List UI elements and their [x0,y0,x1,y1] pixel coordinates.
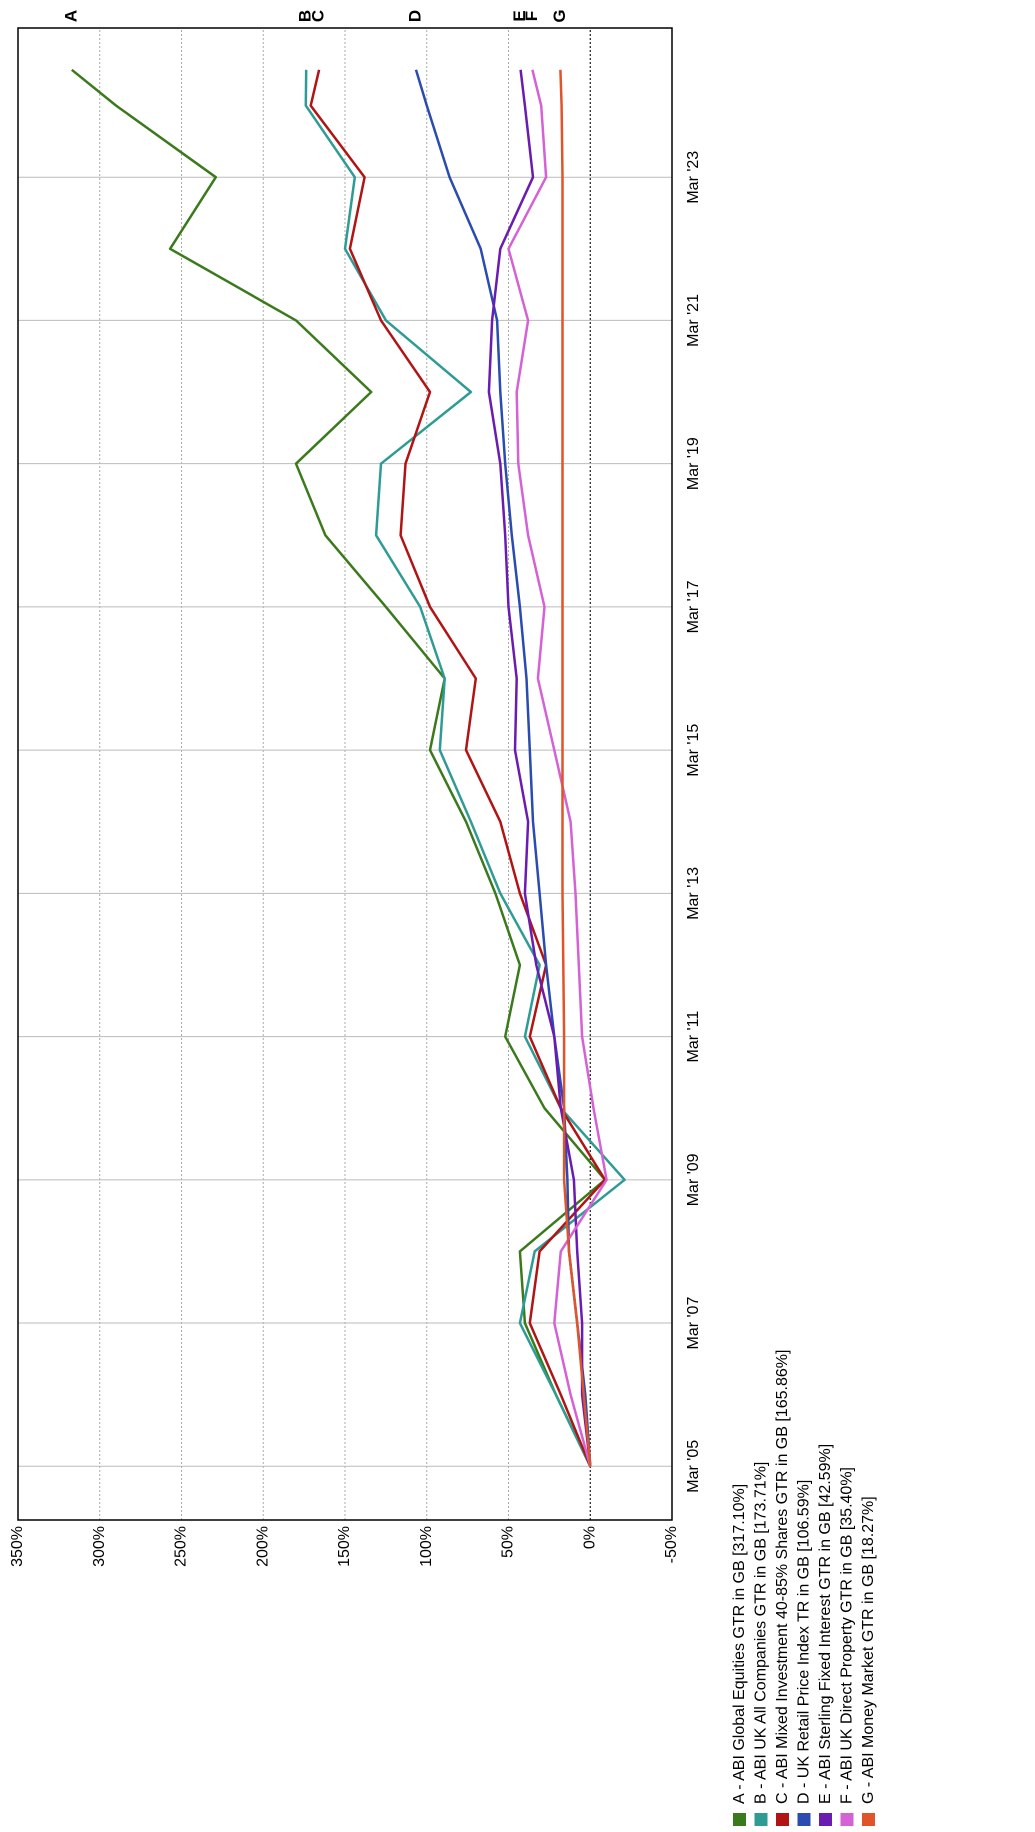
end-label: A [61,10,80,22]
legend-label: E - ABI Sterling Fixed Interest GTR in G… [817,1444,834,1804]
y-tick-label: 150% [336,1526,353,1567]
legend-swatch [776,1813,789,1826]
x-tick-label: Mar '13 [685,867,702,920]
legend-swatch [754,1813,768,1826]
y-tick-label: 100% [418,1526,435,1567]
end-label: D [405,10,424,22]
series-line [309,69,607,1467]
end-label: G [550,9,569,22]
legend-label: D - UK Retail Price Index TR in GB [106.… [796,1480,813,1804]
y-tick-label: 0% [581,1526,598,1549]
y-tick-label: -50% [663,1526,680,1563]
x-tick-label: Mar '07 [685,1297,702,1350]
y-tick-label: 50% [500,1526,517,1558]
series-line [559,69,592,1467]
y-tick-label: 200% [254,1526,271,1567]
x-tick-label: Mar '19 [685,437,702,490]
legend-swatch [733,1813,746,1826]
series-line [71,68,607,1467]
plot-frame [17,27,673,1521]
x-tick-label: Mar '09 [685,1153,702,1206]
x-tick-label: Mar '05 [685,1440,702,1493]
series-line [304,69,626,1467]
series-line [414,69,592,1467]
x-tick-label: Mar '17 [685,580,702,633]
end-label: B [296,10,315,22]
legend-swatch [840,1813,854,1826]
y-tick-label: 300% [91,1526,108,1567]
y-tick-label: 250% [173,1526,190,1567]
rotated-chart: -50% 0% 50% 100% 150% 200% 250% 300% 350% Mar '05… [9,9,877,1826]
legend-label: A - ABI Global Equities GTR in GB [317.1… [731,1484,748,1804]
legend-label: F - ABI UK Direct Property GTR in GB [35… [839,1467,856,1804]
end-label: F [522,11,541,21]
x-tick-label: Mar '21 [685,294,702,347]
series-line [507,69,608,1467]
legend-label: G - ABI Money Market GTR in GB [18.27%] [860,1496,877,1804]
end-label: C [309,10,328,22]
y-tick-label: 350% [9,1526,26,1567]
legend-label: C - ABI Mixed Investment 40-85% Shares G… [774,1350,791,1804]
legend-swatch [862,1813,875,1826]
x-tick-label: Mar '11 [685,1011,702,1063]
legend-swatch [797,1813,811,1826]
end-label: E [510,10,529,21]
legend-swatch [819,1813,832,1826]
x-tick-label: Mar '15 [685,724,702,777]
legend-label: B - ABI UK All Companies GTR in GB [173.… [753,1462,770,1804]
x-tick-label: Mar '23 [685,151,702,204]
